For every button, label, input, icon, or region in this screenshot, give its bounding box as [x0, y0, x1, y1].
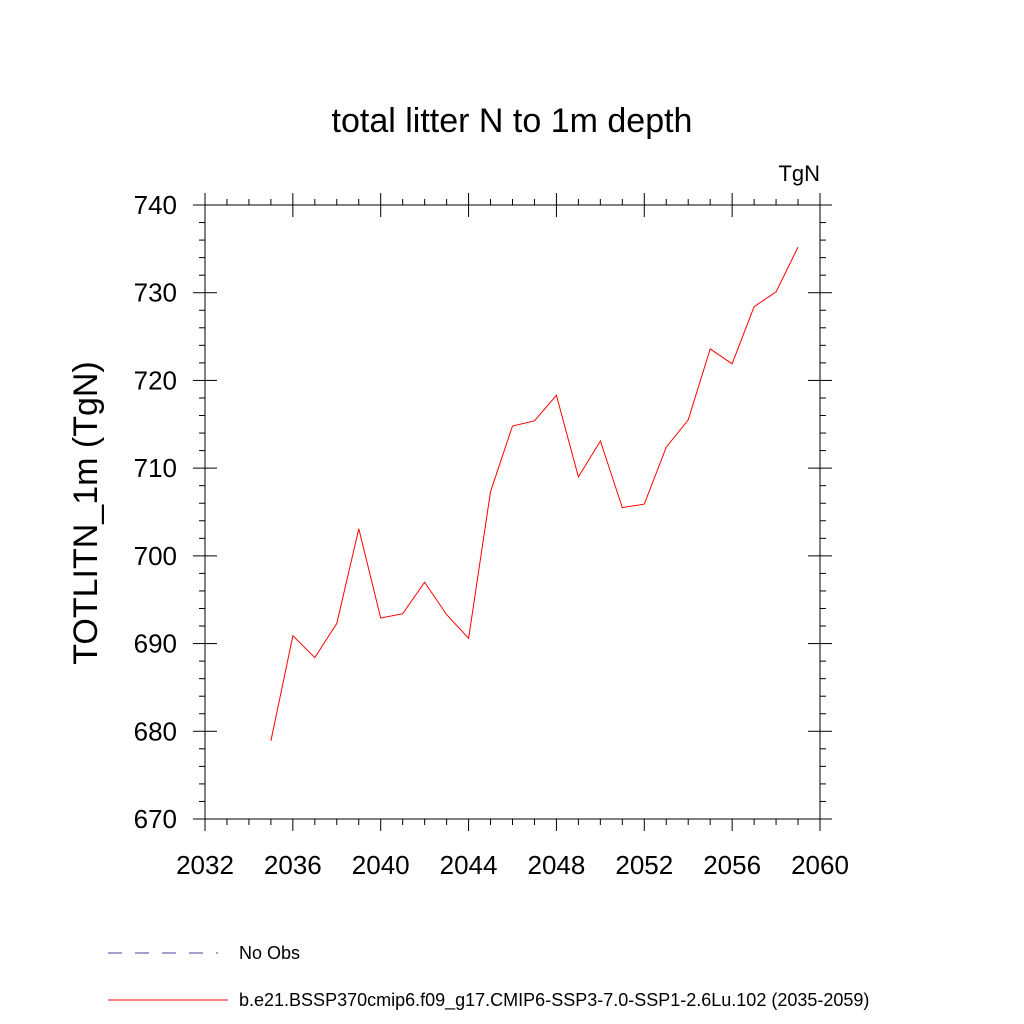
x-tick-label: 2036	[264, 850, 322, 880]
x-tick-labels: 2032 2036 2040 2044 2048 2052 2056 2060	[176, 850, 849, 880]
axis-ticks	[193, 193, 832, 831]
series-layer	[270, 246, 799, 742]
y-tick-label: 730	[134, 278, 177, 308]
y-tick-label: 670	[134, 804, 177, 834]
y-tick-labels: 670 680 690 700 710 720 730 740	[134, 190, 177, 834]
x-tick-label: 2044	[440, 850, 498, 880]
series-line	[270, 246, 799, 742]
x-tick-label: 2056	[703, 850, 761, 880]
plot-frame	[204, 204, 821, 820]
x-tick-label: 2032	[176, 850, 234, 880]
x-tick-label: 2048	[528, 850, 586, 880]
legend-label-no-obs: No Obs	[239, 943, 300, 963]
chart-title: total litter N to 1m depth	[332, 102, 693, 140]
y-tick-label: 680	[134, 716, 177, 746]
x-tick-label: 2052	[615, 850, 673, 880]
y-tick-label: 690	[134, 629, 177, 659]
x-tick-label: 2060	[791, 850, 849, 880]
x-tick-label: 2040	[352, 850, 410, 880]
y-tick-label: 710	[134, 453, 177, 483]
y-tick-label: 720	[134, 365, 177, 395]
y-axis-label: TOTLITN_1m (TgN)	[67, 361, 105, 665]
units-label: TgN	[778, 161, 820, 186]
y-tick-label: 700	[134, 541, 177, 571]
legend-label-series: b.e21.BSSP370cmip6.f09_g17.CMIP6-SSP3-7.…	[239, 990, 869, 1011]
y-tick-label: 740	[134, 190, 177, 220]
legend: No Obs b.e21.BSSP370cmip6.f09_g17.CMIP6-…	[108, 943, 869, 1011]
